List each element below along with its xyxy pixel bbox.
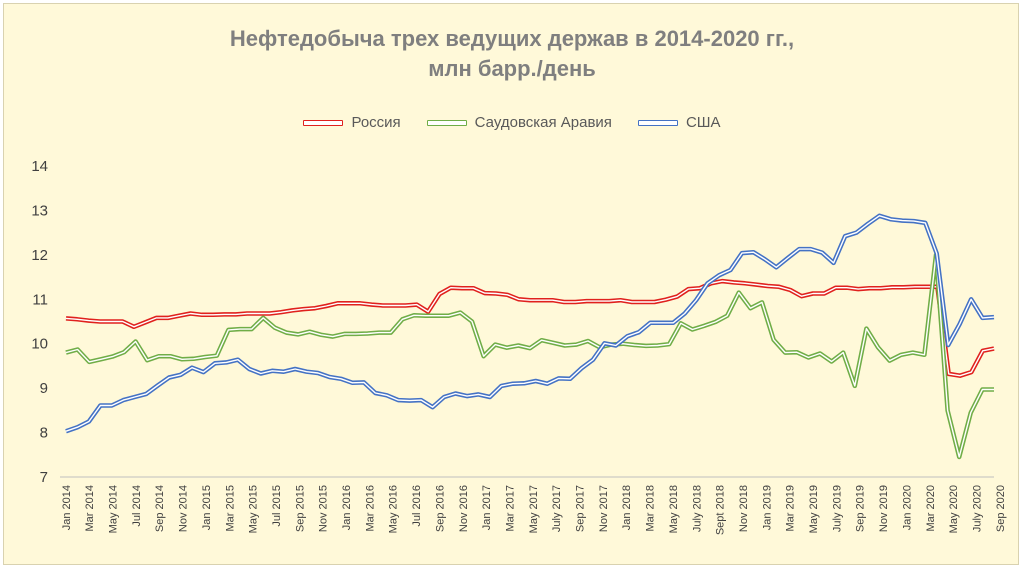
x-tick-label: Jan 2018 <box>621 485 633 530</box>
x-tick-label: Jan 2017 <box>481 485 493 530</box>
series-line-inner-1 <box>65 254 994 458</box>
x-tick-label: Mar 2018 <box>645 485 657 531</box>
x-tick-label: July 2019 <box>831 485 843 532</box>
x-tick-label: Mar 2015 <box>224 485 236 531</box>
x-tick-label: May 2016 <box>388 485 400 533</box>
x-tick-label: Jan 2019 <box>761 485 773 530</box>
chart-frame: Нефтедобыча трех ведущих держав в 2014-2… <box>3 3 1019 565</box>
series-line-inner-2 <box>65 215 995 432</box>
x-tick-label: July 2020 <box>972 485 984 532</box>
x-tick-label: May 2014 <box>108 485 120 533</box>
x-tick-label: Nov 2015 <box>318 485 330 532</box>
x-tick-label: Jan 2016 <box>341 485 353 530</box>
y-tick-label: 11 <box>32 291 48 308</box>
y-tick-label: 12 <box>31 247 48 264</box>
legend-swatch-saudi <box>426 119 467 126</box>
x-tick-label: Mar 2019 <box>785 485 797 531</box>
x-tick-label: Nov 2014 <box>178 485 190 532</box>
y-tick-label: 7 <box>40 469 48 486</box>
chart-title-line-1: Нефтедобыча трех ведущих держав в 2014-2… <box>229 26 795 51</box>
y-tick-label: 14 <box>31 158 48 175</box>
x-tick-label: Mar 2017 <box>505 485 517 531</box>
legend-item-usa: США <box>637 114 721 131</box>
series-line-2 <box>65 213 995 434</box>
x-tick-label: Jul 2015 <box>271 485 283 527</box>
legend-swatch-russia <box>303 119 344 126</box>
y-tick-label: 13 <box>31 202 48 219</box>
x-tick-label: May 2019 <box>808 485 820 533</box>
x-tick-label: Jan 2020 <box>901 485 913 530</box>
x-tick-label: Nov 2017 <box>598 485 610 532</box>
x-tick-label: Nov 2019 <box>878 485 890 532</box>
plot-area: 7 8 9 10 11 12 13 14 Jan 2014 Mar 2014 May 2014 Jul… <box>31 158 1007 535</box>
legend-label-usa: США <box>685 114 721 131</box>
x-tick-label: Sep 2015 <box>294 485 306 532</box>
x-tick-label: Sep 2014 <box>154 485 166 532</box>
x-tick-label: Jul 2016 <box>411 485 423 527</box>
y-tick-label: 9 <box>40 380 48 397</box>
x-tick-label: Mar 2016 <box>364 485 376 531</box>
legend-item-russia: Россия <box>303 114 401 131</box>
x-tick-label: Nov 2016 <box>458 485 470 532</box>
x-tick-label: Sep 2020 <box>995 485 1007 532</box>
chart-title: Нефтедобыча трех ведущих держав в 2014-2… <box>4 24 1020 84</box>
x-tick-label: Mar 2014 <box>84 485 96 531</box>
x-tick-label: Jan 2015 <box>201 485 213 530</box>
series-line-1 <box>65 252 994 460</box>
legend: Россия Саудовская Аравия США <box>4 114 1020 131</box>
x-tick-label: Nov 2018 <box>738 485 750 532</box>
series-line-inner-0 <box>65 280 995 377</box>
y-tick-label: 10 <box>31 336 48 353</box>
legend-label-saudi: Саудовская Аравия <box>474 114 612 131</box>
x-tick-label: Sep 2019 <box>855 485 867 532</box>
x-tick-label: July 2018 <box>691 485 703 532</box>
series-line-0 <box>65 278 995 378</box>
legend-item-saudi: Саудовская Аравия <box>426 114 612 131</box>
x-tick-label: Mar 2020 <box>925 485 937 531</box>
x-tick-label: May 2017 <box>528 485 540 533</box>
legend-label-russia: Россия <box>351 114 401 131</box>
x-tick-label: May 2018 <box>668 485 680 533</box>
x-tick-label: Jan 2014 <box>61 485 73 530</box>
x-tick-label: July 2017 <box>551 485 563 532</box>
x-tick-label: Sept 2018 <box>715 485 727 535</box>
chart-title-line-2: млн барр./день <box>428 56 596 81</box>
x-tick-label: May 2015 <box>248 485 260 533</box>
x-tick-label: Sep 2016 <box>434 485 446 532</box>
x-tick-label: Jul 2014 <box>131 485 143 527</box>
x-tick-label: Sep 2017 <box>575 485 587 532</box>
x-tick-label: May 2020 <box>948 485 960 533</box>
legend-swatch-usa <box>637 119 678 126</box>
y-tick-label: 8 <box>40 425 48 442</box>
